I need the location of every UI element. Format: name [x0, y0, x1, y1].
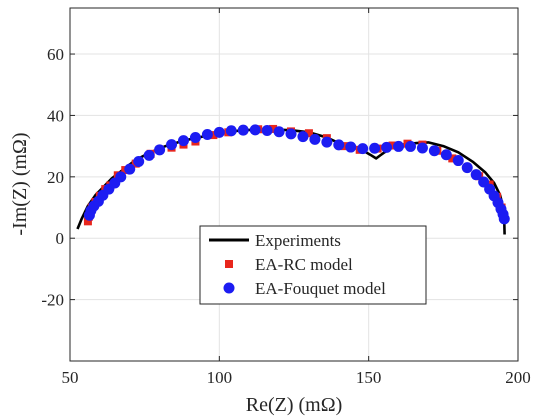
ea-fouquet-model-point — [115, 171, 127, 183]
ea-fouquet-model-point — [404, 140, 416, 152]
ea-fouquet-model-point — [201, 128, 213, 140]
legend-label-ea-rc-model: EA-RC model — [255, 255, 353, 274]
ea-fouquet-model-point — [273, 126, 285, 138]
plot-area — [70, 8, 518, 361]
ea-rc-model-point — [209, 131, 218, 140]
x-axis-label: Re(Z) (mΩ) — [246, 394, 343, 416]
ea-rc-model-point — [340, 142, 349, 151]
plot-frame — [69, 7, 519, 362]
ea-rc-model-point — [388, 141, 397, 150]
ea-rc-model-point — [304, 129, 313, 138]
ea-fouquet-model-point — [321, 136, 333, 148]
y-tick-label: 60 — [47, 45, 64, 64]
ea-fouquet-model-point — [333, 139, 345, 151]
ea-fouquet-model-point — [428, 145, 440, 157]
legend-circle-symbol — [223, 282, 235, 294]
legend-item-experiments[interactable]: Experiments — [209, 231, 341, 250]
ea-fouquet-model-point — [154, 144, 166, 156]
y-tick-label: 20 — [47, 168, 64, 187]
ea-fouquet-model-point — [133, 155, 145, 167]
ea-fouquet-model-point — [470, 169, 482, 181]
y-tick-labels: -20 0 20 40 60 — [41, 45, 64, 310]
ea-fouquet-model-point — [345, 141, 357, 153]
ea-fouquet-model-point — [452, 155, 464, 167]
ea-fouquet-model-point — [143, 149, 155, 161]
y-tick-label: 40 — [47, 106, 64, 125]
ea-fouquet-model-point — [440, 149, 452, 161]
ea-fouquet-model-point — [393, 140, 405, 152]
ea-fouquet-model-point — [369, 142, 381, 154]
ea-fouquet-model-point — [357, 143, 369, 155]
legend-item-ea-fouquet-model[interactable]: EA-Fouquet model — [223, 279, 387, 298]
ea-fouquet-model-point — [498, 213, 510, 225]
ea-rc-model-point — [83, 217, 92, 226]
ea-rc-model-point — [269, 124, 278, 133]
legend-label-experiments: Experiments — [255, 231, 341, 250]
x-tick-label: 100 — [207, 368, 233, 387]
ea-fouquet-model-point — [225, 125, 237, 137]
ea-fouquet-model-point — [416, 142, 428, 154]
series-ea-fouquet-model — [83, 124, 510, 225]
x-tick-labels: 50 100 150 200 — [62, 368, 531, 387]
ea-fouquet-model-point — [237, 124, 249, 136]
ea-fouquet-model-point — [124, 163, 136, 175]
y-tick-label: 0 — [56, 229, 65, 248]
ea-rc-model-point — [448, 154, 457, 163]
legend[interactable]: Experiments EA-RC model EA-Fouquet model — [199, 225, 427, 305]
ea-fouquet-model-point — [285, 128, 297, 140]
legend-label-ea-fouquet-model: EA-Fouquet model — [255, 279, 386, 298]
ea-fouquet-model-point — [297, 131, 309, 143]
ea-fouquet-model-point — [189, 132, 201, 144]
ea-fouquet-model-point — [166, 139, 178, 151]
ea-fouquet-model-point — [461, 162, 473, 174]
legend-square-symbol — [225, 260, 233, 268]
x-tick-label: 200 — [505, 368, 531, 387]
x-tick-label: 150 — [356, 368, 382, 387]
ea-fouquet-model-point — [381, 141, 393, 153]
ea-fouquet-model-point — [213, 126, 225, 138]
y-tick-label: -20 — [41, 291, 64, 310]
ea-fouquet-model-point — [309, 133, 321, 145]
ea-fouquet-model-point — [261, 124, 273, 136]
x-tick-label: 50 — [62, 368, 79, 387]
ea-fouquet-model-point — [177, 135, 189, 147]
ea-fouquet-model-point — [249, 124, 261, 136]
y-axis-label: -Im(Z) (mΩ) — [9, 132, 31, 235]
legend-item-ea-rc-model[interactable]: EA-RC model — [225, 255, 353, 274]
